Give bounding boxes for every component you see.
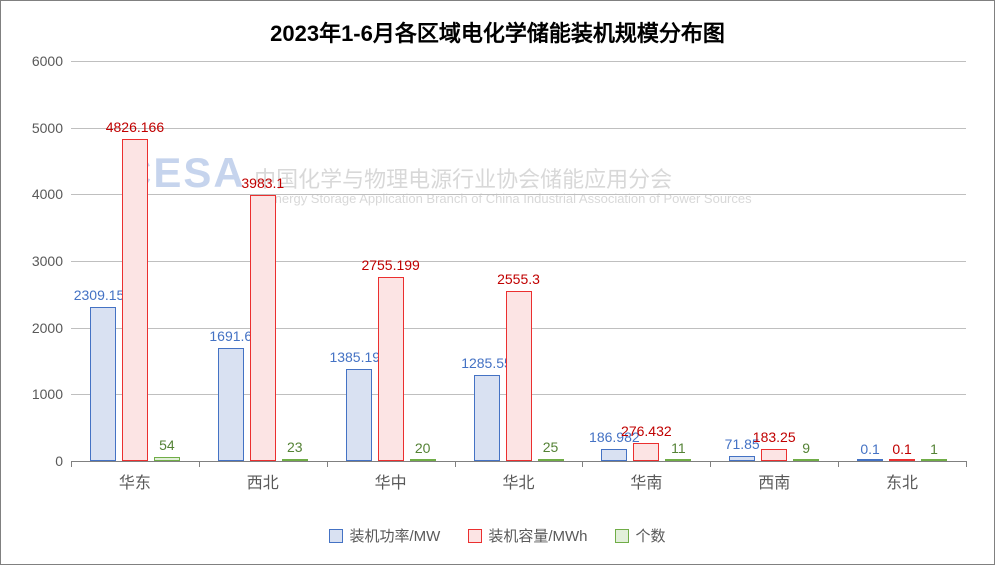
- x-category-label: 华北: [502, 461, 534, 493]
- grid-line: [71, 128, 966, 129]
- x-tick: [455, 461, 456, 467]
- data-label: 2555.3: [497, 271, 540, 287]
- x-category-label: 华南: [630, 461, 662, 493]
- y-tick-label: 6000: [32, 53, 71, 69]
- data-label: 1: [930, 441, 938, 457]
- x-tick: [966, 461, 967, 467]
- x-category-label: 华东: [119, 461, 151, 493]
- bar: [506, 291, 532, 461]
- legend-item: 装机容量/MWh: [468, 525, 587, 546]
- x-tick: [838, 461, 839, 467]
- y-tick-label: 5000: [32, 120, 71, 136]
- bar: [474, 375, 500, 461]
- x-tick: [710, 461, 711, 467]
- legend: 装机功率/MW 装机容量/MWh 个数: [1, 525, 994, 546]
- data-label: 4826.166: [106, 119, 164, 135]
- y-tick-label: 1000: [32, 386, 71, 402]
- data-label: 0.1: [860, 441, 879, 457]
- bar: [633, 443, 659, 461]
- data-label: 11: [671, 440, 686, 456]
- y-tick-label: 0: [55, 453, 71, 469]
- chart-title: 2023年1-6月各区域电化学储能装机规模分布图: [1, 16, 994, 48]
- data-label: 276.432: [621, 423, 672, 439]
- legend-swatch: [615, 529, 629, 543]
- legend-swatch: [468, 529, 482, 543]
- x-category-label: 西南: [758, 461, 790, 493]
- bar: [921, 459, 947, 461]
- x-tick: [71, 461, 72, 467]
- data-label: 54: [159, 437, 175, 453]
- bar: [122, 139, 148, 461]
- x-tick: [199, 461, 200, 467]
- data-label: 1285.55: [461, 355, 512, 371]
- data-label: 3983.1: [241, 175, 284, 191]
- bar: [538, 459, 564, 461]
- legend-item: 装机功率/MW: [329, 525, 440, 546]
- x-tick: [327, 461, 328, 467]
- data-label: 9: [802, 440, 810, 456]
- grid-line: [71, 261, 966, 262]
- legend-label: 个数: [635, 525, 665, 546]
- x-category-label: 华中: [375, 461, 407, 493]
- bar: [729, 456, 755, 461]
- legend-label: 装机容量/MWh: [488, 525, 587, 546]
- data-label: 25: [543, 439, 559, 455]
- y-tick-label: 3000: [32, 253, 71, 269]
- legend-item: 个数: [615, 525, 665, 546]
- bar: [665, 459, 691, 461]
- bar: [154, 457, 180, 461]
- bar: [378, 277, 404, 461]
- bar: [793, 459, 819, 461]
- grid-line: [71, 61, 966, 62]
- bar: [282, 459, 308, 461]
- x-category-label: 东北: [886, 461, 918, 493]
- chart-container: 2023年1-6月各区域电化学储能装机规模分布图 CESA 中国化学与物理电源行…: [0, 0, 995, 565]
- bar: [346, 369, 372, 461]
- data-label: 20: [415, 440, 431, 456]
- data-label: 0.1: [892, 441, 911, 457]
- x-tick: [582, 461, 583, 467]
- y-tick-label: 2000: [32, 320, 71, 336]
- bar: [761, 449, 787, 461]
- grid-line: [71, 194, 966, 195]
- bar: [857, 459, 883, 461]
- data-label: 183.25: [753, 429, 796, 445]
- bar: [218, 348, 244, 461]
- legend-label: 装机功率/MW: [349, 525, 440, 546]
- y-tick-label: 4000: [32, 186, 71, 202]
- data-label: 2755.199: [361, 257, 419, 273]
- bar: [410, 459, 436, 461]
- data-label: 1691.6: [209, 328, 252, 344]
- x-category-label: 西北: [247, 461, 279, 493]
- bar: [889, 459, 915, 461]
- bar: [90, 307, 116, 461]
- plot-area: 0100020003000400050006000华东2309.1554826.…: [71, 61, 966, 461]
- bar: [601, 449, 627, 461]
- data-label: 23: [287, 439, 303, 455]
- bar: [250, 195, 276, 461]
- legend-swatch: [329, 529, 343, 543]
